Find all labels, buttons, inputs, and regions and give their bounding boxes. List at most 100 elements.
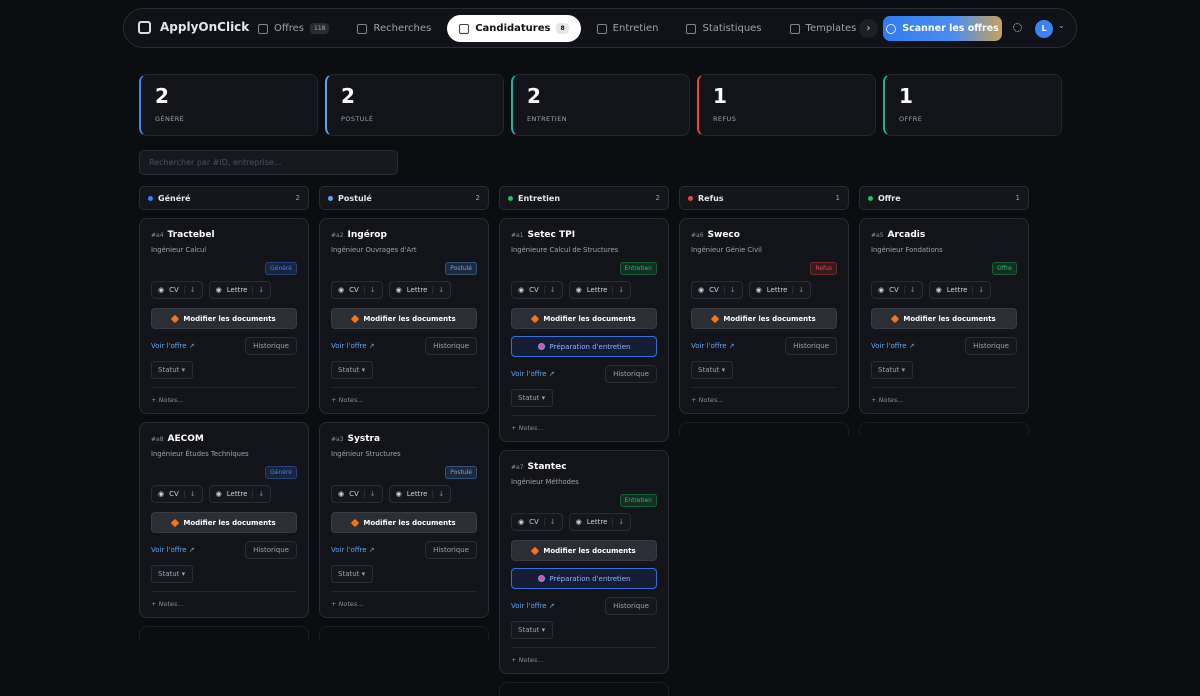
nav-label: Candidatures — [475, 23, 551, 34]
view-offer[interactable]: Voir l'offre ↗ — [511, 602, 555, 610]
doc-group[interactable]: ◉ Lettre ↓ — [748, 281, 812, 299]
nav-item[interactable]: Recherches — [345, 15, 443, 42]
application-card[interactable]: #a8 AECOM Ingénieur Études Techniques Génér… — [139, 422, 309, 618]
view-offer[interactable]: Voir l'offre ↗ — [331, 546, 375, 554]
doc-group[interactable]: ◉ Lettre ↓ — [568, 281, 632, 299]
history-button[interactable]: Historique — [245, 337, 297, 355]
application-card[interactable]: #a5 Arcadis Ingénieur Fondations Offre ◉ CV ↓ ◉… — [859, 218, 1029, 414]
status-select[interactable]: Statut ▾ — [511, 621, 553, 639]
view-offer[interactable]: Voir l'offre ↗ — [331, 342, 375, 350]
nav-item[interactable]: Candidatures 8 — [447, 15, 581, 42]
history-button[interactable]: Historique — [605, 597, 657, 615]
doc-group[interactable]: ◉ Lettre ↓ — [388, 281, 452, 299]
nav-item[interactable]: Statistiques — [674, 15, 773, 42]
status-badge: Postulé — [445, 466, 477, 479]
status-dot — [148, 195, 153, 201]
card-title: #a6 Sweco — [691, 230, 837, 240]
modify-button[interactable]: Modifier les documents — [871, 308, 1017, 329]
doc-group[interactable]: ◉ CV ↓ — [511, 281, 563, 299]
doc-group[interactable]: ◉ Lettre ↓ — [568, 513, 632, 531]
scan-button[interactable]: Scanner les offres — [883, 16, 1002, 41]
application-card[interactable]: #a4 Tractebel Ingénieur Calcul Généré ◉ CV ↓ ◉ L… — [139, 218, 309, 414]
nav-item[interactable]: Entretien — [585, 15, 671, 42]
doc-group[interactable]: ◉ CV ↓ — [151, 281, 203, 299]
avatar[interactable]: L — [1035, 20, 1053, 38]
theme-toggle[interactable] — [1013, 23, 1022, 32]
nav-item[interactable]: Templates — [778, 15, 858, 42]
modify-label: Modifier les documents — [903, 314, 996, 323]
company: Ingérop — [347, 230, 387, 240]
application-card[interactable]: #a1 Setec TPI Ingénieure Calcul de Structu… — [499, 218, 669, 442]
status-select[interactable]: Statut ▾ — [871, 361, 913, 379]
stat-label: POSTULÉ — [341, 115, 374, 123]
view-offer[interactable]: Voir l'offre ↗ — [511, 370, 555, 378]
modify-button[interactable]: Modifier les documents — [511, 308, 657, 329]
doc-group[interactable]: ◉ CV ↓ — [331, 485, 383, 503]
badge-row: Offre — [871, 262, 1017, 275]
application-card[interactable]: #a3 Systra Ingénieur Structures Postulé ◉ CV ↓… — [319, 422, 489, 618]
scroll-button[interactable]: › — [859, 19, 878, 38]
stat-card: 2 GÉNÉRÉ — [139, 74, 318, 136]
doc-group[interactable]: ◉ Lettre ↓ — [388, 485, 452, 503]
status-badge: Généré — [265, 262, 297, 275]
status-select[interactable]: Statut ▾ — [151, 565, 193, 583]
modify-button[interactable]: Modifier les documents — [511, 540, 657, 561]
notes[interactable]: + Notes... — [511, 415, 657, 432]
status-select[interactable]: Statut ▾ — [511, 389, 553, 407]
view-offer[interactable]: Voir l'offre ↗ — [151, 342, 195, 350]
notes[interactable]: + Notes... — [871, 387, 1017, 404]
nav-item[interactable]: Offres 118 — [246, 15, 341, 42]
history-button[interactable]: Historique — [425, 337, 477, 355]
modify-button[interactable]: Modifier les documents — [691, 308, 837, 329]
doc-row: ◉ CV ↓ ◉ Lettre ↓ — [871, 281, 1017, 299]
column-header: Refus 1 — [679, 186, 849, 210]
notes[interactable]: + Notes... — [511, 647, 657, 664]
prep-button[interactable]: Préparation d'entretien — [511, 568, 657, 589]
prep-button[interactable]: Préparation d'entretien — [511, 336, 657, 357]
ghost-slot — [139, 626, 309, 640]
brand[interactable]: ApplyOnClick — [138, 20, 249, 34]
history-button[interactable]: Historique — [965, 337, 1017, 355]
modify-button[interactable]: Modifier les documents — [151, 308, 297, 329]
doc-group[interactable]: ◉ CV ↓ — [871, 281, 923, 299]
notes[interactable]: + Notes... — [331, 387, 477, 404]
pencil-icon — [531, 314, 540, 323]
application-card[interactable]: #a6 Sweco Ingénieur Génie Civil Refus ◉ CV ↓ ◉ L… — [679, 218, 849, 414]
doc-group[interactable]: ◉ CV ↓ — [331, 281, 383, 299]
history-button[interactable]: Historique — [785, 337, 837, 355]
download: ↓ — [543, 518, 556, 526]
modify-button[interactable]: Modifier les documents — [331, 308, 477, 329]
avatar-menu[interactable]: ⌄ — [1058, 21, 1065, 30]
view-offer[interactable]: Voir l'offre ↗ — [691, 342, 735, 350]
history-button[interactable]: Historique — [425, 541, 477, 559]
view-offer[interactable]: Voir l'offre ↗ — [871, 342, 915, 350]
nav-label: Offres — [274, 23, 305, 34]
modify-button[interactable]: Modifier les documents — [331, 512, 477, 533]
badge-row: Entretien — [511, 494, 657, 507]
notes[interactable]: + Notes... — [151, 591, 297, 608]
status-select[interactable]: Statut ▾ — [331, 565, 373, 583]
doc-label: Lettre — [226, 490, 248, 498]
status-select[interactable]: Statut ▾ — [151, 361, 193, 379]
notes[interactable]: + Notes... — [691, 387, 837, 404]
history-button[interactable]: Historique — [245, 541, 297, 559]
application-card[interactable]: #a2 Ingérop Ingénieur Ouvrages d'Art Postul… — [319, 218, 489, 414]
notes[interactable]: + Notes... — [331, 591, 477, 608]
search-input[interactable]: Rechercher par #ID, entreprise... — [139, 150, 398, 175]
doc-group[interactable]: ◉ Lettre ↓ — [208, 485, 272, 503]
status-select[interactable]: Statut ▾ — [331, 361, 373, 379]
doc-group[interactable]: ◉ CV ↓ — [151, 485, 203, 503]
doc-group[interactable]: ◉ Lettre ↓ — [928, 281, 992, 299]
application-card[interactable]: #a7 Stantec Ingénieur Méthodes Entretien ◉ CV… — [499, 450, 669, 674]
doc-group[interactable]: ◉ Lettre ↓ — [208, 281, 272, 299]
notes[interactable]: + Notes... — [151, 387, 297, 404]
view-offer[interactable]: Voir l'offre ↗ — [151, 546, 195, 554]
history-button[interactable]: Historique — [605, 365, 657, 383]
ghost-slot — [679, 422, 849, 436]
status-badge: Offre — [992, 262, 1017, 275]
modify-button[interactable]: Modifier les documents — [151, 512, 297, 533]
column-title: Généré — [158, 193, 191, 203]
doc-group[interactable]: ◉ CV ↓ — [511, 513, 563, 531]
doc-group[interactable]: ◉ CV ↓ — [691, 281, 743, 299]
status-select[interactable]: Statut ▾ — [691, 361, 733, 379]
